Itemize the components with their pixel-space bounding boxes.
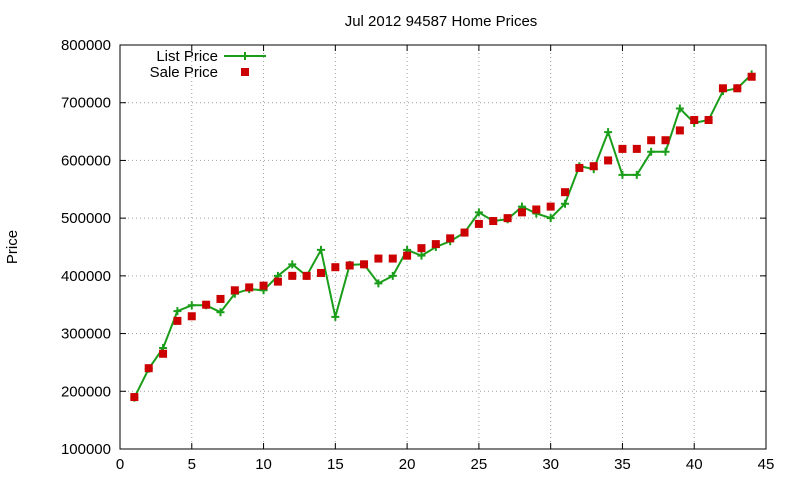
sale-price-point bbox=[675, 126, 684, 135]
x-tick-label: 0 bbox=[116, 456, 124, 473]
sale-price-point bbox=[704, 116, 713, 125]
sale-price-point bbox=[690, 116, 699, 125]
sale-price-point bbox=[388, 254, 397, 263]
sale-price-point bbox=[187, 312, 196, 321]
sale-price-point bbox=[144, 364, 153, 373]
sale-price-point bbox=[216, 294, 225, 303]
sale-price-point bbox=[417, 244, 426, 253]
list-price-point bbox=[474, 208, 483, 217]
sale-price-point bbox=[374, 254, 383, 263]
list-price-point bbox=[661, 147, 670, 156]
sale-price-point bbox=[273, 277, 282, 286]
sale-price-point bbox=[446, 234, 455, 243]
sale-price-point bbox=[503, 214, 512, 223]
list-price-point bbox=[604, 128, 613, 137]
axis-ticks bbox=[119, 44, 767, 450]
list-price-line bbox=[133, 73, 753, 399]
x-tick-label: 25 bbox=[471, 456, 488, 473]
sale-price-point bbox=[474, 219, 483, 228]
list-price-point bbox=[675, 104, 684, 113]
list-price-point bbox=[417, 251, 426, 260]
sale-price-point bbox=[589, 162, 598, 171]
list-price-point bbox=[374, 279, 383, 288]
list-price-point bbox=[331, 312, 340, 321]
legend: List Price Sale Price bbox=[150, 48, 266, 81]
x-tick-label: 35 bbox=[614, 456, 631, 473]
sale-price-point bbox=[130, 393, 139, 402]
x-tick-label: 5 bbox=[188, 456, 196, 473]
legend-sample-list-price bbox=[224, 52, 266, 60]
sale-price-point bbox=[489, 217, 498, 226]
sale-price-point bbox=[245, 283, 254, 292]
legend-label-list-price: List Price bbox=[156, 48, 218, 65]
series-list-price bbox=[130, 70, 756, 402]
sale-price-point bbox=[733, 84, 742, 93]
sale-price-point bbox=[360, 260, 369, 269]
sale-price-point bbox=[202, 300, 211, 309]
list-price-point bbox=[546, 214, 555, 223]
sale-price-point bbox=[302, 271, 311, 280]
list-price-point bbox=[632, 170, 641, 179]
sale-price-point bbox=[618, 144, 627, 153]
legend-label-sale-price: Sale Price bbox=[150, 64, 218, 81]
sale-price-point bbox=[546, 202, 555, 211]
sale-price-point bbox=[331, 263, 340, 272]
plot-frame bbox=[119, 44, 767, 450]
legend-marker-sale-price bbox=[241, 68, 249, 76]
legend-marker-list-price bbox=[241, 52, 249, 60]
sale-price-point bbox=[259, 281, 268, 290]
sale-price-point bbox=[661, 136, 670, 145]
sale-price-point bbox=[575, 163, 584, 172]
sale-price-point bbox=[532, 205, 541, 214]
series-sale-price bbox=[130, 72, 756, 402]
sale-price-point bbox=[316, 268, 325, 277]
sale-price-point bbox=[173, 316, 182, 325]
sale-price-point bbox=[431, 240, 440, 249]
y-tick-label: 300000 bbox=[61, 326, 111, 343]
y-tick-label: 600000 bbox=[61, 152, 111, 169]
y-tick-label: 800000 bbox=[61, 37, 111, 54]
sale-price-point bbox=[747, 72, 756, 81]
y-tick-label: 500000 bbox=[61, 210, 111, 227]
chart-title: Jul 2012 94587 Home Prices bbox=[345, 13, 538, 30]
grid bbox=[120, 45, 766, 449]
sale-price-point bbox=[517, 208, 526, 217]
sale-price-point bbox=[403, 251, 412, 260]
sale-price-point bbox=[718, 84, 727, 93]
sale-price-point bbox=[288, 271, 297, 280]
sale-price-point bbox=[561, 188, 570, 197]
list-price-point bbox=[216, 308, 225, 317]
list-price-point bbox=[187, 301, 196, 310]
sale-price-point bbox=[632, 144, 641, 153]
axis-tick-labels: 0 5 10 15 20 25 30 35 40 45 100000 200000 300000 4000… bbox=[61, 37, 774, 473]
list-price-point bbox=[561, 199, 570, 208]
sale-price-point bbox=[230, 286, 239, 295]
y-tick-label: 200000 bbox=[61, 383, 111, 400]
x-tick-label: 10 bbox=[255, 456, 272, 473]
x-tick-label: 30 bbox=[542, 456, 559, 473]
y-tick-label: 700000 bbox=[61, 95, 111, 112]
list-price-point bbox=[388, 271, 397, 280]
x-tick-label: 20 bbox=[399, 456, 416, 473]
legend-sample-sale-price bbox=[241, 68, 249, 76]
list-price-point bbox=[173, 307, 182, 316]
sale-price-point bbox=[159, 349, 168, 358]
y-axis-label: Price bbox=[4, 230, 21, 264]
x-tick-label: 45 bbox=[758, 456, 775, 473]
sale-price-point bbox=[345, 261, 354, 270]
list-price-point bbox=[288, 260, 297, 269]
list-price-point bbox=[618, 170, 627, 179]
x-tick-label: 40 bbox=[686, 456, 703, 473]
list-price-point bbox=[316, 245, 325, 254]
sale-price-point bbox=[460, 228, 469, 237]
series-layer bbox=[130, 70, 756, 402]
y-tick-label: 100000 bbox=[61, 441, 111, 458]
y-tick-label: 400000 bbox=[61, 268, 111, 285]
x-tick-label: 15 bbox=[327, 456, 344, 473]
list-price-point bbox=[647, 147, 656, 156]
sale-price-point bbox=[604, 156, 613, 165]
sale-price-point bbox=[647, 136, 656, 145]
